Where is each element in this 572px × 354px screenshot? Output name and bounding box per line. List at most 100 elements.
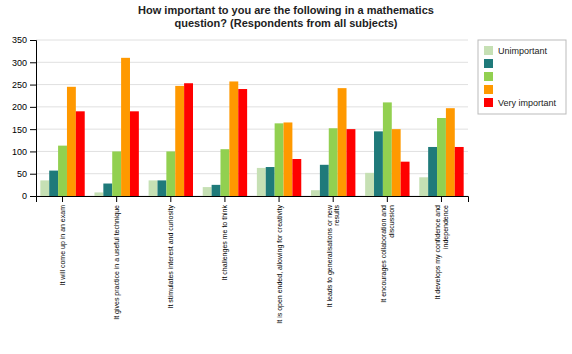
y-tick: 200 (12, 102, 36, 112)
x-tick-mark (441, 196, 442, 202)
y-tick-mark (30, 174, 36, 175)
x-tick: It challenges me to think (221, 196, 229, 281)
bar (203, 187, 212, 196)
x-tick-label: It challenges me to think (221, 205, 229, 281)
x-axis: It will come up in an exam It gives pract… (37, 196, 469, 324)
bar (229, 81, 238, 196)
plot-area: 0 50 100 150 200 250 300 350 It will come up in … (12, 35, 469, 323)
chart-svg: How important to you are the following i… (0, 0, 572, 354)
legend-item: Unimportant (484, 46, 548, 56)
bar (446, 108, 455, 196)
bar (58, 146, 67, 196)
y-tick-label: 250 (12, 80, 27, 90)
bar-series (76, 83, 464, 196)
grid-line (36, 151, 468, 152)
legend-label: Very important (498, 98, 557, 108)
legend-swatch (484, 59, 493, 68)
y-tick: 50 (17, 169, 36, 179)
y-tick-mark (30, 107, 36, 108)
grid-line (36, 106, 468, 107)
grid-line (36, 40, 468, 41)
bar (320, 165, 329, 196)
bar (392, 129, 401, 196)
title: How important to you are the following i… (138, 4, 434, 29)
bar (149, 180, 158, 196)
x-tick: It leads to generalisations or newresult… (326, 196, 341, 307)
grid (36, 40, 468, 196)
grid-line (36, 129, 468, 130)
bar (103, 184, 112, 196)
bar (347, 129, 356, 196)
legend-swatch (484, 46, 493, 55)
y-tick: 250 (12, 80, 36, 90)
bar (220, 149, 229, 196)
bar (365, 173, 374, 196)
x-tick: It develops my confidence andindependenc… (434, 196, 450, 300)
x-tick-mark (170, 196, 171, 202)
y-tick-label: 350 (12, 35, 27, 45)
bar (275, 123, 284, 196)
y-tick-mark (30, 196, 36, 197)
bar (374, 131, 383, 196)
y-tick-label: 50 (17, 169, 27, 179)
x-tick: It will come up in an exam (59, 196, 67, 286)
x-tick-mark (279, 196, 280, 202)
x-tick: It is open ended, allowing for creativit… (276, 196, 284, 324)
legend-swatch (484, 85, 493, 94)
bar (266, 167, 275, 196)
bar (292, 159, 301, 196)
bar (428, 147, 437, 196)
bar (455, 147, 464, 196)
y-tick-label: 0 (22, 191, 27, 201)
legend-frame (478, 40, 566, 114)
legend-label: Unimportant (498, 46, 548, 56)
legend: Unimportant Very important (478, 40, 566, 114)
bar (166, 151, 175, 196)
y-axis: 0 50 100 150 200 250 300 350 (12, 35, 37, 201)
chart-container: How important to you are the following i… (0, 0, 572, 354)
legend-item (484, 59, 493, 68)
y-tick-mark (30, 62, 36, 63)
x-tick-label: It develops my confidence andindependenc… (434, 205, 450, 300)
x-tick-label: It stimulates interest and curiosity (167, 205, 175, 309)
grid-line (36, 62, 468, 63)
y-tick-mark (30, 40, 36, 41)
bars (40, 58, 463, 196)
legend-swatch (484, 98, 493, 107)
legend-swatch (484, 72, 493, 81)
bar (212, 185, 221, 196)
bar (401, 162, 410, 196)
bar (130, 111, 139, 196)
y-tick-mark (30, 129, 36, 130)
bar (238, 89, 247, 196)
x-tick-mark (387, 196, 388, 202)
y-tick-label: 150 (12, 125, 27, 135)
legend-item (484, 72, 493, 81)
x-axis-line (37, 197, 469, 203)
y-axis-line (30, 41, 37, 197)
x-tick-label: It encourages collaboration anddiscussio… (380, 205, 395, 303)
bar (121, 58, 130, 196)
bar-series (67, 58, 455, 196)
y-tick-label: 100 (12, 147, 27, 157)
y-tick: 150 (12, 125, 36, 135)
bar (437, 118, 446, 196)
x-tick-mark (224, 196, 225, 202)
bar (94, 192, 103, 196)
y-tick-label: 300 (12, 58, 27, 68)
x-tick: It gives practice in a useful technique (113, 196, 121, 320)
bar (184, 83, 193, 196)
bar (40, 180, 49, 196)
bar (67, 87, 76, 196)
x-tick-label: It leads to generalisations or newresult… (326, 204, 341, 307)
x-tick-label: It gives practice in a useful technique (113, 205, 121, 320)
grid-line (36, 84, 468, 85)
x-tick-label: It will come up in an exam (59, 205, 67, 286)
bar (383, 102, 392, 196)
y-tick-mark (30, 151, 36, 152)
bar (157, 180, 166, 196)
bar (284, 122, 293, 196)
legend-item: Very important (484, 98, 557, 108)
x-tick-label: It is open ended, allowing for creativit… (276, 205, 284, 324)
bar (257, 168, 266, 196)
